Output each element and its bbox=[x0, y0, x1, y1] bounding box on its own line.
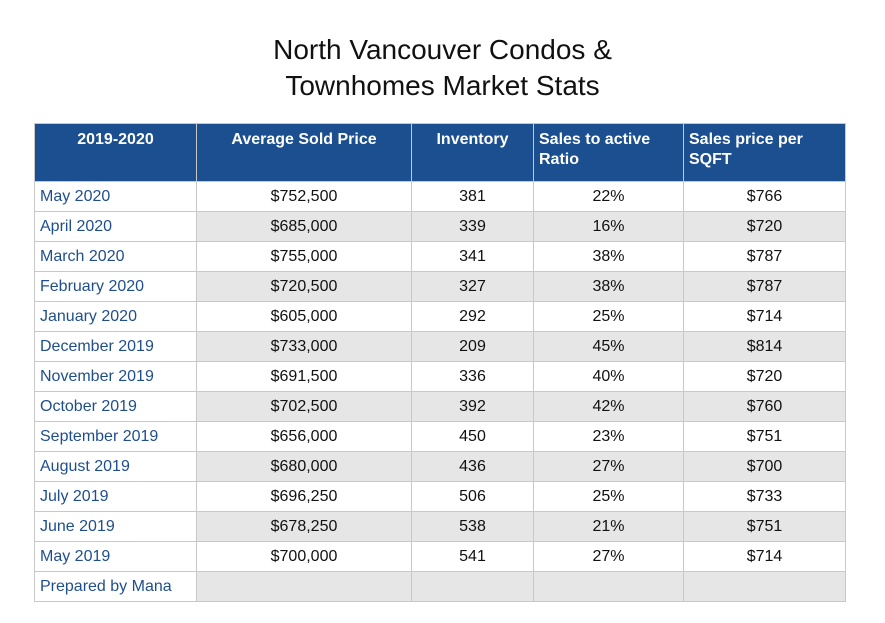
cell-sales-ratio bbox=[533, 571, 684, 602]
cell-sales-ratio: 25% bbox=[533, 481, 684, 512]
cell-month: November 2019 bbox=[34, 361, 197, 392]
cell-month: May 2019 bbox=[34, 541, 197, 572]
cell-average-sold-price: $700,000 bbox=[196, 541, 412, 572]
cell-inventory: 436 bbox=[411, 451, 534, 482]
cell-inventory: 292 bbox=[411, 301, 534, 332]
table-row: September 2019 $656,000 450 23% $751 bbox=[34, 421, 846, 452]
cell-sales-ratio: 25% bbox=[533, 301, 684, 332]
cell-sales-ratio: 45% bbox=[533, 331, 684, 362]
cell-price-per-sqft bbox=[683, 571, 846, 602]
header-period: 2019-2020 bbox=[34, 123, 197, 182]
cell-inventory: 541 bbox=[411, 541, 534, 572]
title-line-1: North Vancouver Condos & bbox=[273, 34, 612, 65]
table-row: May 2019 $700,000 541 27% $714 bbox=[34, 541, 846, 572]
cell-sales-ratio: 40% bbox=[533, 361, 684, 392]
table-header-row: 2019-2020 Average Sold Price Inventory S… bbox=[34, 123, 846, 182]
cell-sales-ratio: 38% bbox=[533, 271, 684, 302]
header-sales-to-active-ratio: Sales to active Ratio bbox=[533, 123, 684, 182]
table-row: April 2020 $685,000 339 16% $720 bbox=[34, 211, 846, 242]
market-stats-table: 2019-2020 Average Sold Price Inventory S… bbox=[34, 123, 846, 602]
table-row: August 2019 $680,000 436 27% $700 bbox=[34, 451, 846, 482]
cell-month: March 2020 bbox=[34, 241, 197, 272]
cell-average-sold-price: $680,000 bbox=[196, 451, 412, 482]
cell-price-per-sqft: $714 bbox=[683, 541, 846, 572]
table-row: December 2019 $733,000 209 45% $814 bbox=[34, 331, 846, 362]
cell-inventory: 506 bbox=[411, 481, 534, 512]
cell-sales-ratio: 22% bbox=[533, 181, 684, 212]
cell-price-per-sqft: $766 bbox=[683, 181, 846, 212]
table-row: July 2019 $696,250 506 25% $733 bbox=[34, 481, 846, 512]
cell-average-sold-price: $733,000 bbox=[196, 331, 412, 362]
cell-inventory: 392 bbox=[411, 391, 534, 422]
cell-month: August 2019 bbox=[34, 451, 197, 482]
table-row: May 2020 $752,500 381 22% $766 bbox=[34, 181, 846, 212]
cell-month: July 2019 bbox=[34, 481, 197, 512]
cell-month: June 2019 bbox=[34, 511, 197, 542]
cell-price-per-sqft: $714 bbox=[683, 301, 846, 332]
table-row: Prepared by Mana bbox=[34, 571, 846, 602]
cell-price-per-sqft: $751 bbox=[683, 511, 846, 542]
cell-month: Prepared by Mana bbox=[34, 571, 197, 602]
cell-average-sold-price: $696,250 bbox=[196, 481, 412, 512]
table-row: February 2020 $720,500 327 38% $787 bbox=[34, 271, 846, 302]
cell-inventory bbox=[411, 571, 534, 602]
cell-sales-ratio: 38% bbox=[533, 241, 684, 272]
header-inventory: Inventory bbox=[411, 123, 534, 182]
cell-inventory: 341 bbox=[411, 241, 534, 272]
table-row: October 2019 $702,500 392 42% $760 bbox=[34, 391, 846, 422]
cell-average-sold-price bbox=[196, 571, 412, 602]
header-average-sold-price: Average Sold Price bbox=[196, 123, 412, 182]
cell-month: April 2020 bbox=[34, 211, 197, 242]
cell-month: October 2019 bbox=[34, 391, 197, 422]
cell-price-per-sqft: $720 bbox=[683, 211, 846, 242]
cell-price-per-sqft: $700 bbox=[683, 451, 846, 482]
page-title: North Vancouver Condos & Townhomes Marke… bbox=[0, 32, 885, 104]
table-body: May 2020 $752,500 381 22% $766 April 2020 $685… bbox=[34, 181, 846, 602]
cell-inventory: 381 bbox=[411, 181, 534, 212]
cell-sales-ratio: 27% bbox=[533, 541, 684, 572]
cell-inventory: 209 bbox=[411, 331, 534, 362]
cell-inventory: 450 bbox=[411, 421, 534, 452]
cell-average-sold-price: $691,500 bbox=[196, 361, 412, 392]
cell-sales-ratio: 16% bbox=[533, 211, 684, 242]
cell-sales-ratio: 23% bbox=[533, 421, 684, 452]
cell-inventory: 336 bbox=[411, 361, 534, 392]
table-row: January 2020 $605,000 292 25% $714 bbox=[34, 301, 846, 332]
cell-price-per-sqft: $720 bbox=[683, 361, 846, 392]
cell-price-per-sqft: $787 bbox=[683, 241, 846, 272]
cell-average-sold-price: $685,000 bbox=[196, 211, 412, 242]
cell-inventory: 339 bbox=[411, 211, 534, 242]
cell-sales-ratio: 27% bbox=[533, 451, 684, 482]
cell-inventory: 538 bbox=[411, 511, 534, 542]
cell-price-per-sqft: $760 bbox=[683, 391, 846, 422]
table-row: March 2020 $755,000 341 38% $787 bbox=[34, 241, 846, 272]
cell-price-per-sqft: $751 bbox=[683, 421, 846, 452]
cell-average-sold-price: $702,500 bbox=[196, 391, 412, 422]
header-sales-price-per-sqft: Sales price per SQFT bbox=[683, 123, 846, 182]
cell-average-sold-price: $752,500 bbox=[196, 181, 412, 212]
cell-price-per-sqft: $787 bbox=[683, 271, 846, 302]
table-row: June 2019 $678,250 538 21% $751 bbox=[34, 511, 846, 542]
cell-price-per-sqft: $814 bbox=[683, 331, 846, 362]
cell-sales-ratio: 21% bbox=[533, 511, 684, 542]
cell-month: January 2020 bbox=[34, 301, 197, 332]
cell-average-sold-price: $656,000 bbox=[196, 421, 412, 452]
cell-sales-ratio: 42% bbox=[533, 391, 684, 422]
cell-average-sold-price: $678,250 bbox=[196, 511, 412, 542]
cell-average-sold-price: $605,000 bbox=[196, 301, 412, 332]
cell-average-sold-price: $720,500 bbox=[196, 271, 412, 302]
cell-inventory: 327 bbox=[411, 271, 534, 302]
cell-month: February 2020 bbox=[34, 271, 197, 302]
cell-month: September 2019 bbox=[34, 421, 197, 452]
cell-month: May 2020 bbox=[34, 181, 197, 212]
cell-average-sold-price: $755,000 bbox=[196, 241, 412, 272]
cell-price-per-sqft: $733 bbox=[683, 481, 846, 512]
title-line-2: Townhomes Market Stats bbox=[285, 70, 600, 101]
cell-month: December 2019 bbox=[34, 331, 197, 362]
table-row: November 2019 $691,500 336 40% $720 bbox=[34, 361, 846, 392]
